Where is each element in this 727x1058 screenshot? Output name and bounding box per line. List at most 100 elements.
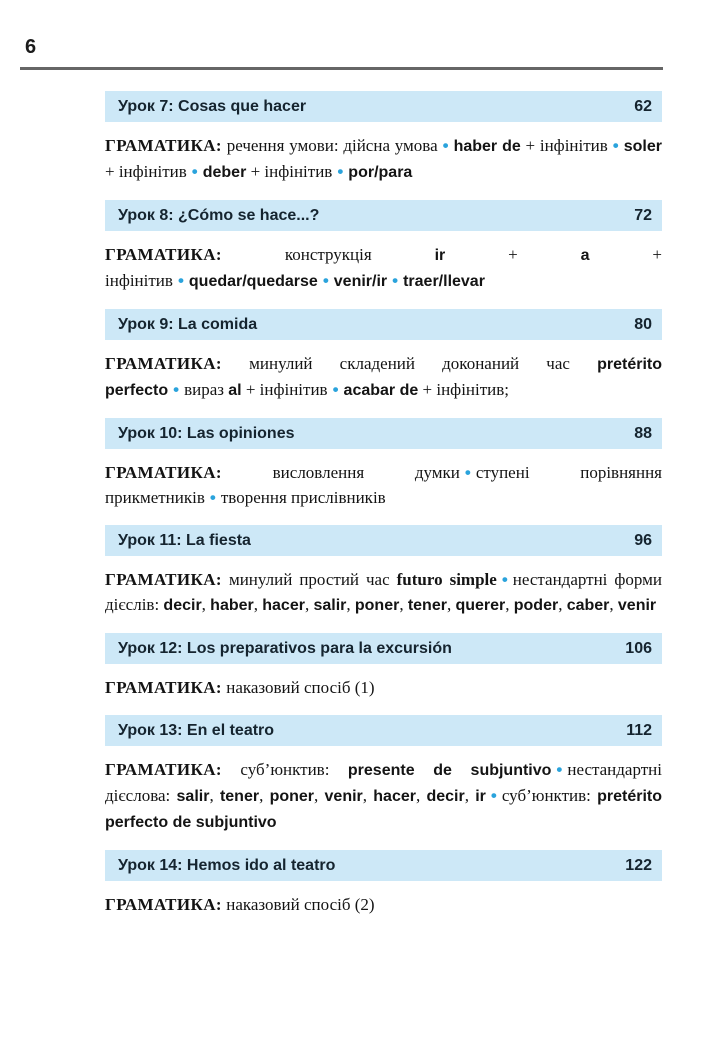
grammar-term: acabar de [343, 382, 419, 399]
grammar-text: нестандартні дієслова: [105, 760, 662, 805]
grammar-term: decir [163, 597, 202, 614]
grammar-text: + інфінітив [520, 136, 608, 155]
bullet-icon: • [464, 463, 471, 482]
grammar-text: + інфінітив [241, 380, 328, 399]
bullet-icon: • [442, 136, 449, 155]
grammar-term: haber [210, 597, 254, 614]
grammar-term: venir [617, 597, 657, 614]
grammar-term: tener [219, 788, 260, 805]
grammar-text: , [304, 595, 314, 614]
lesson-page-number: 72 [634, 206, 652, 224]
lesson-header-bar: Урок 13: En el teatro 112 [105, 715, 662, 746]
lesson-section: Урок 13: En el teatro 112 ГРАМАТИКА: суб… [105, 715, 662, 835]
grammar-label: ГРАМАТИКА: [105, 760, 222, 779]
grammar-text: , [415, 786, 427, 805]
grammar-term: venir [324, 788, 363, 805]
grammar-text: , [505, 595, 514, 614]
grammar-text: + інфінітив [105, 245, 662, 290]
grammar-text: , [253, 595, 263, 614]
grammar-text: конструкція [221, 245, 435, 264]
bullet-icon: • [501, 570, 508, 589]
grammar-term: decir [426, 788, 465, 805]
lesson-title: Урок 9: La comida [118, 315, 258, 333]
grammar-description: ГРАМАТИКА: речення умови: дійсна умова • h… [105, 133, 662, 185]
lesson-header-bar: Урок 8: ¿Cómo se hace...? 72 [105, 200, 662, 231]
bullet-icon: • [612, 136, 619, 155]
grammar-term: ir [475, 788, 486, 805]
lesson-section: Урок 8: ¿Cómo se hace...? 72 ГРАМАТИКА: … [105, 200, 662, 294]
grammar-text: , [346, 595, 355, 614]
grammar-term: al [228, 382, 242, 399]
grammar-term: quedar/quedarse [188, 273, 318, 290]
lesson-header-bar: Урок 11: La fiesta 96 [105, 525, 662, 556]
lesson-page-number: 96 [634, 531, 652, 549]
grammar-text: висловлення думки [221, 463, 460, 482]
grammar-term: tener [407, 597, 447, 614]
bullet-icon: • [177, 271, 184, 290]
bullet-icon: • [209, 488, 216, 507]
grammar-text: + [445, 245, 581, 264]
lesson-section: Урок 14: Hemos ido al teatro 122 ГРАМАТИ… [105, 850, 662, 917]
toc-content: Урок 7: Cosas que hacer 62 ГРАМАТИКА: ре… [105, 91, 662, 932]
grammar-term: salir [313, 597, 347, 614]
grammar-text: суб’юнктив: [221, 760, 348, 779]
grammar-text: , [446, 595, 456, 614]
grammar-text: , [201, 595, 211, 614]
grammar-term: poder [513, 597, 559, 614]
grammar-description: ГРАМАТИКА: минулий складений доконаний ч… [105, 351, 662, 403]
grammar-label: ГРАМАТИКА: [105, 463, 222, 482]
grammar-text: , [362, 786, 374, 805]
lesson-page-number: 122 [625, 856, 652, 874]
lesson-header-bar: Урок 9: La comida 80 [105, 309, 662, 340]
grammar-description: ГРАМАТИКА: висловлення думки • ступені пор… [105, 460, 662, 510]
lesson-title: Урок 12: Los preparativos para la excurs… [118, 639, 452, 657]
grammar-text: наказовий спосіб (2) [221, 895, 375, 914]
grammar-term: por/para [348, 164, 413, 181]
lesson-page-number: 88 [634, 424, 652, 442]
lesson-section: Урок 10: Las opiniones 88 ГРАМАТИКА: вис… [105, 418, 662, 510]
grammar-term: pretérito perfecto [105, 356, 662, 399]
grammar-text: + інфінітив [246, 162, 333, 181]
grammar-term: pretérito perfecto de subjuntivo [105, 788, 663, 831]
grammar-text: суб’юнктив: [501, 786, 598, 805]
grammar-term: haber de [453, 138, 521, 155]
grammar-label: ГРАМАТИКА: [105, 354, 222, 373]
grammar-text: наказовий спосіб (1) [221, 678, 375, 697]
lesson-title: Урок 8: ¿Cómo se hace...? [118, 206, 320, 224]
lesson-title: Урок 14: Hemos ido al teatro [118, 856, 336, 874]
bullet-icon: • [191, 162, 198, 181]
header-rule [20, 67, 663, 70]
grammar-term: hacer [262, 597, 305, 614]
grammar-term: soler [623, 138, 662, 155]
grammar-description: ГРАМАТИКА: минулий простий час futuro si… [105, 567, 662, 618]
grammar-text: ступені порівняння прикметників [105, 463, 662, 507]
grammar-term: a [580, 247, 590, 264]
grammar-term: ir [434, 247, 446, 264]
grammar-text: минулий простий час [221, 570, 397, 589]
lesson-page-number: 106 [625, 639, 652, 657]
bullet-icon: • [490, 786, 497, 805]
lesson-title: Урок 7: Cosas que hacer [118, 97, 307, 115]
lesson-header-bar: Урок 12: Los preparativos para la excurs… [105, 633, 662, 664]
grammar-term: poner [269, 788, 315, 805]
grammar-term: caber [566, 597, 610, 614]
grammar-description: ГРАМАТИКА: наказовий спосіб (2) [105, 892, 662, 917]
grammar-label: ГРАМАТИКА: [105, 136, 222, 155]
lesson-title: Урок 13: En el teatro [118, 721, 275, 739]
grammar-text: + інфінітив [105, 162, 187, 181]
page-number: 6 [25, 36, 37, 58]
lesson-title: Урок 10: Las opiniones [118, 424, 295, 442]
grammar-term: traer/llevar [403, 273, 485, 290]
lesson-section: Урок 12: Los preparativos para la excurs… [105, 633, 662, 700]
grammar-term: hacer [373, 788, 416, 805]
grammar-term: presente de subjuntivo [347, 762, 552, 779]
lesson-header-bar: Урок 14: Hemos ido al teatro 122 [105, 850, 662, 881]
bullet-icon: • [392, 271, 399, 290]
bullet-icon: • [173, 380, 180, 399]
grammar-label: ГРАМАТИКА: [105, 245, 222, 264]
lesson-page-number: 80 [634, 315, 652, 333]
bullet-icon: • [332, 380, 339, 399]
grammar-text: нестандартні форми дієслів: [105, 570, 662, 614]
bullet-icon: • [337, 162, 344, 181]
